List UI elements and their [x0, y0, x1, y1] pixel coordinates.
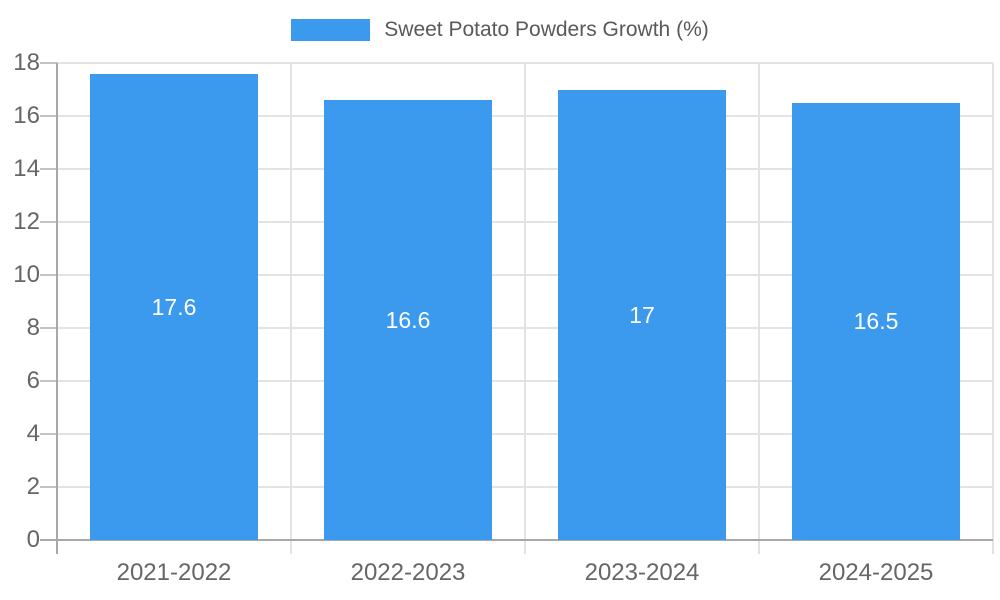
bar-value-label: 17.6	[151, 293, 197, 320]
bar	[90, 73, 258, 540]
y-tick-label: 2	[26, 473, 40, 500]
y-tick-label: 0	[26, 526, 40, 553]
y-tick	[40, 62, 57, 64]
legend-swatch	[291, 19, 371, 41]
category-gridline	[758, 63, 760, 554]
y-axis-line	[56, 63, 58, 554]
y-tick	[40, 433, 57, 435]
legend-label: Sweet Potato Powders Growth (%)	[384, 18, 709, 41]
y-tick-label: 12	[13, 208, 40, 235]
legend: Sweet Potato Powders Growth (%)	[0, 18, 1000, 42]
y-tick	[40, 115, 57, 117]
category-gridline	[992, 63, 994, 554]
y-tick-label: 14	[13, 155, 40, 182]
y-tick	[40, 274, 57, 276]
y-tick	[40, 327, 57, 329]
y-tick-label: 16	[13, 102, 40, 129]
x-category-label: 2021-2022	[116, 559, 232, 586]
category-gridline	[524, 63, 526, 554]
x-category-label: 2022-2023	[350, 559, 466, 586]
bar	[792, 102, 960, 540]
y-tick	[40, 486, 57, 488]
x-category-label: 2023-2024	[584, 559, 700, 586]
y-tick-label: 10	[13, 261, 40, 288]
y-tick-label: 4	[26, 420, 40, 447]
y-tick-label: 6	[26, 367, 40, 394]
bar-value-label: 16.6	[385, 307, 431, 334]
bar	[324, 100, 492, 540]
y-tick-label: 8	[26, 314, 40, 341]
y-tick	[40, 168, 57, 170]
y-tick	[40, 380, 57, 382]
category-gridline	[290, 63, 292, 554]
y-tick-label: 18	[13, 49, 40, 76]
x-category-label: 2024-2025	[818, 559, 934, 586]
bar-value-label: 17	[629, 301, 655, 328]
y-tick	[40, 221, 57, 223]
bar	[558, 89, 726, 540]
x-axis-line	[40, 539, 993, 541]
bar-value-label: 16.5	[853, 308, 899, 335]
